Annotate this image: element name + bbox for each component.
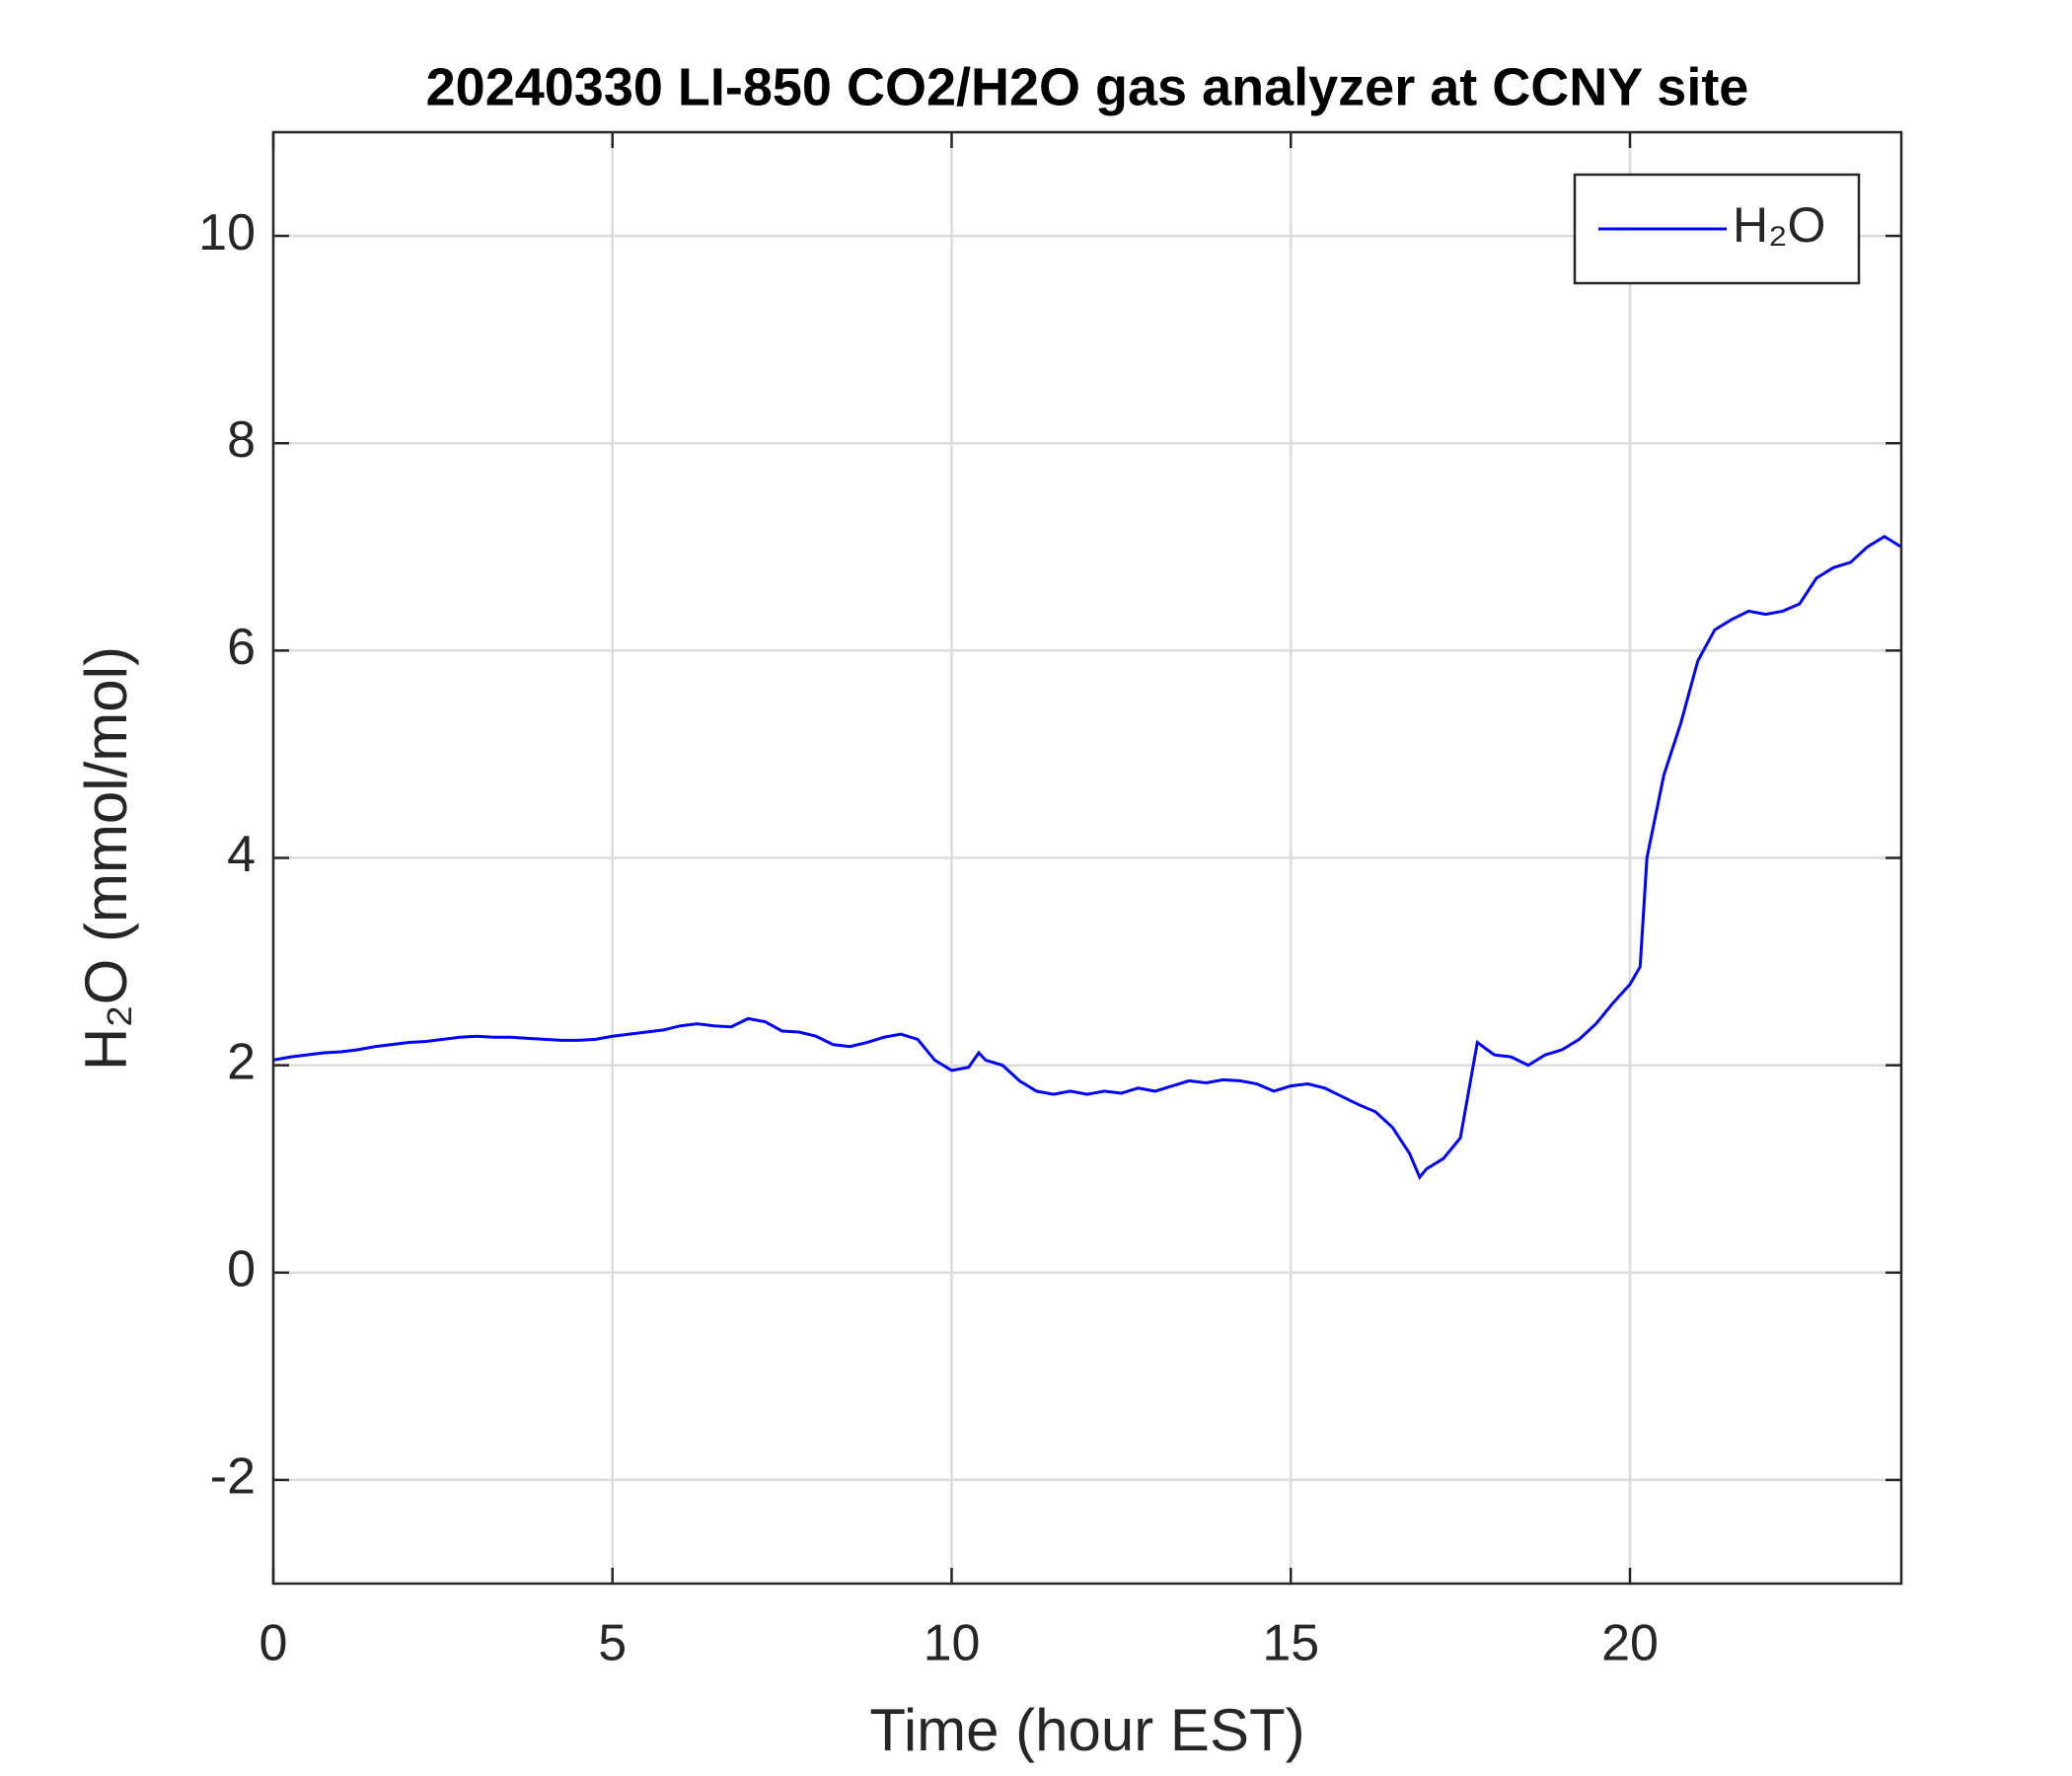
y-tick-label: 8	[227, 411, 256, 469]
x-tick-label: 0	[259, 1615, 288, 1672]
x-tick-label: 15	[1262, 1615, 1319, 1672]
legend-label: H₂O	[1733, 197, 1825, 253]
legend: H₂O	[1573, 173, 1861, 285]
x-axis-label: Time (hour EST)	[869, 1697, 1304, 1763]
y-tick-label: 10	[198, 204, 256, 261]
x-tick-label: 20	[1601, 1615, 1659, 1672]
y-tick-label: -2	[210, 1448, 256, 1506]
y-axis-label: H₂O (mmol/mol)	[73, 646, 139, 1071]
y-tick-label: 6	[227, 619, 256, 676]
chart-title: 20240330 LI-850 CO2/H2O gas analyzer at …	[426, 57, 1749, 116]
plot-frame	[271, 130, 1903, 1586]
y-tick-label: 0	[227, 1241, 256, 1298]
y-tick-label: 2	[227, 1033, 256, 1090]
x-tick-label: 10	[924, 1615, 981, 1672]
x-tick-label: 5	[598, 1615, 627, 1672]
y-tick-label: 4	[227, 826, 256, 883]
data-line	[272, 535, 1902, 1180]
